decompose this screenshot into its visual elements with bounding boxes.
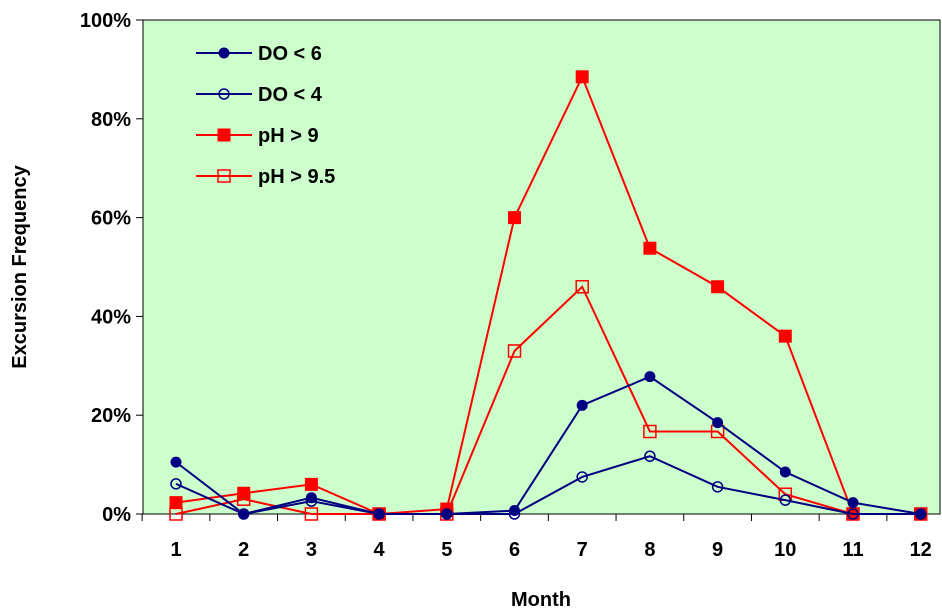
data-point [915,508,927,520]
data-point [711,280,725,294]
y-axis: 0% 20% 40% 60% 80% 100% [80,10,143,526]
data-point [236,492,251,506]
x-tick-label: 9 [712,539,723,561]
series-line [175,285,921,515]
data-point [304,477,318,491]
y-axis-title: Excursion Frequency [9,164,31,368]
data-point [644,450,656,462]
legend-label: DO < 4 [258,84,323,106]
y-tick-label: 80% [91,109,131,131]
y-tick-label: 100% [80,10,131,32]
data-point [304,507,319,521]
data-point [711,481,724,493]
y-tick-label: 20% [91,405,131,427]
legend-label: pH > 9.5 [258,166,335,188]
data-point [576,399,588,411]
data-point [373,508,385,520]
legend-marker [217,169,231,183]
x-axis: 1 2 3 4 5 6 7 8 9 10 11 12 [141,514,932,561]
series-line [175,455,921,516]
data-point [847,497,859,509]
legend-item: DO < 6 [196,43,322,65]
x-tick-label: 12 [910,539,932,561]
x-tick-label: 5 [441,539,452,561]
data-point [643,424,657,439]
data-point [576,471,588,483]
series-ph-9 [169,70,928,521]
series-line [175,375,921,516]
x-tick-label: 1 [170,539,181,561]
x-tick-label: 3 [306,539,317,561]
y-tick-label: 40% [91,306,131,328]
x-tick-label: 11 [842,539,863,561]
x-axis-title: Month [511,589,571,611]
data-point [778,329,792,343]
data-point [507,344,522,358]
data-point [643,241,657,255]
data-point [644,371,656,383]
x-tick-label: 8 [644,539,655,561]
x-tick-label: 2 [238,539,249,561]
data-point [509,505,520,517]
x-tick-label: 4 [374,539,386,561]
x-tick-label: 7 [577,539,588,561]
legend-label: DO < 6 [258,43,322,65]
x-tick-label: 10 [774,539,796,561]
plot-area [142,19,941,515]
legend-label: pH > 9 [258,125,319,147]
series-do-6 [170,371,927,520]
x-tick-label: 6 [509,539,520,561]
series-layer [169,70,928,521]
legend-item: pH > 9 [196,125,319,147]
data-point [169,507,183,521]
data-point [712,417,724,429]
data-point [169,496,183,510]
legend: DO < 6 DO < 4 pH > 9 pH > 9.5 [196,43,335,188]
legend-marker [218,88,230,100]
data-point [575,70,589,84]
legend-item: DO < 4 [196,84,323,106]
y-tick-label: 60% [91,208,131,230]
data-point [170,478,182,490]
data-point [238,508,250,520]
data-point [441,508,453,520]
data-point [170,456,182,468]
data-point [575,280,589,294]
data-point [508,211,521,225]
legend-marker [218,47,230,59]
legend-item: pH > 9.5 [196,166,335,188]
data-point [779,494,792,506]
data-point [305,492,317,504]
y-tick-label: 0% [102,504,131,526]
legend-marker [217,128,231,142]
data-point [779,466,791,478]
data-point [847,508,859,520]
series-line [175,74,921,516]
